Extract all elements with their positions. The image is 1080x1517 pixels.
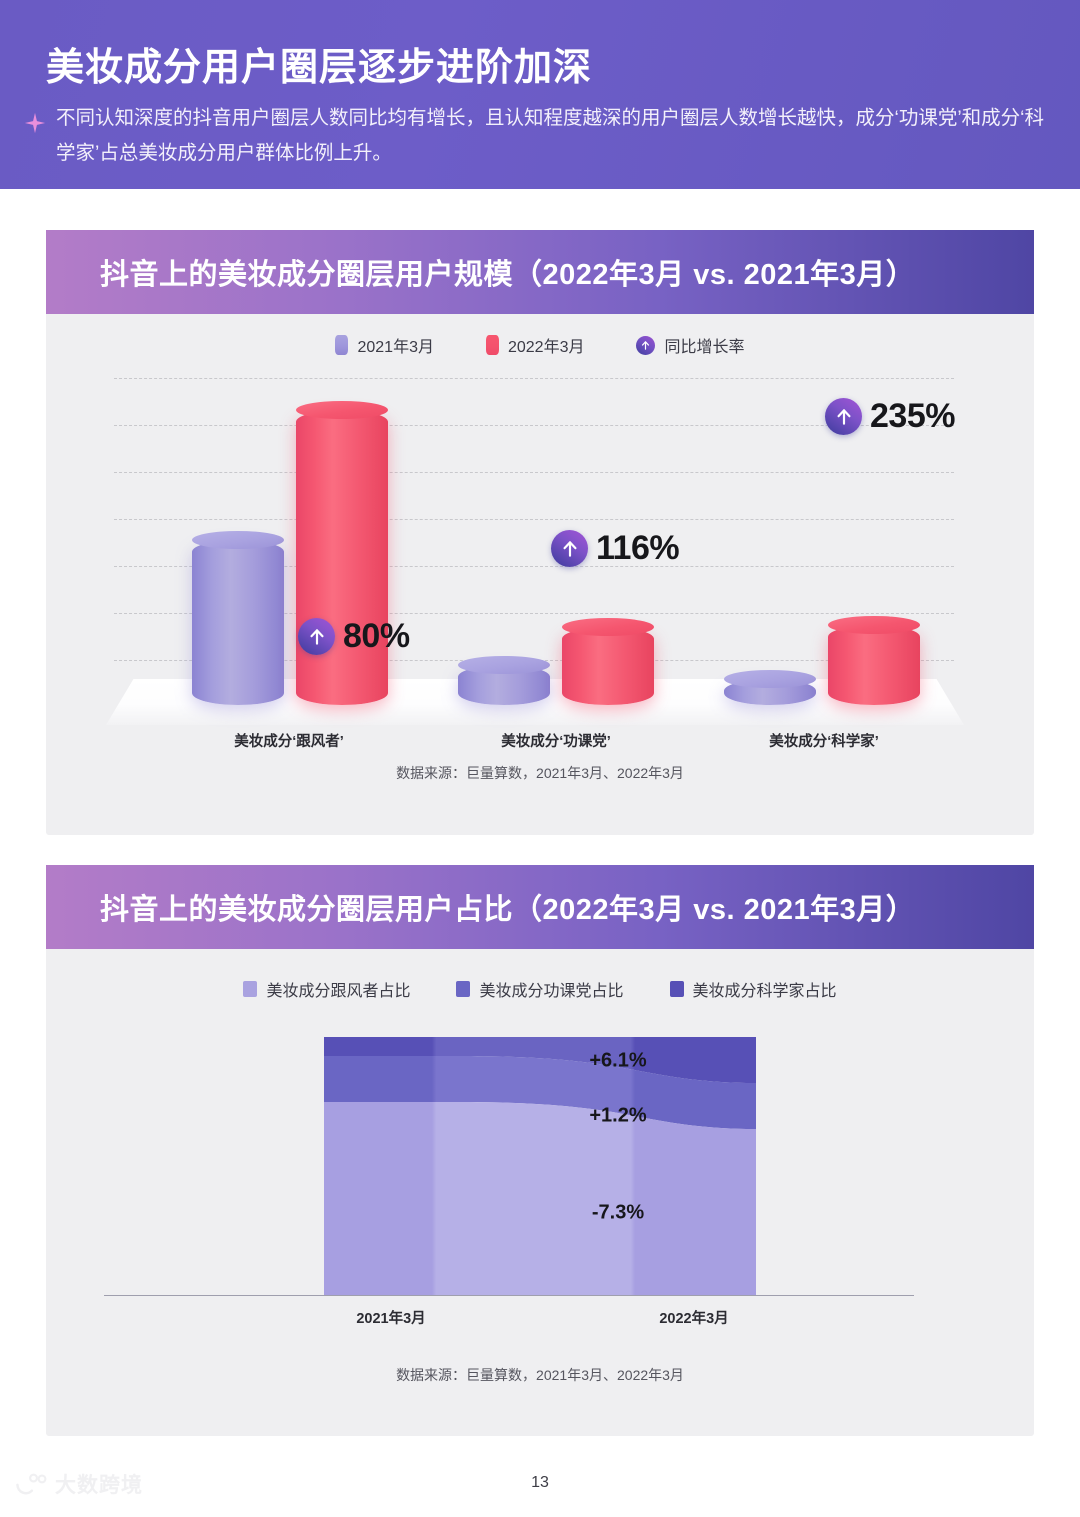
card2-data-source: 数据来源：巨量算数，2021年3月、2022年3月 xyxy=(396,1367,684,1383)
card1-header: 抖音上的美妆成分圈层用户规模（2022年3月 vs. 2021年3月） xyxy=(46,230,1034,314)
legend-item-2022[interactable]: 2022年3月 xyxy=(485,333,585,357)
growth-value: 235% xyxy=(870,397,955,435)
card1-data-source: 数据来源：巨量算数，2021年3月、2022年3月 xyxy=(396,765,684,781)
sparkle-icon xyxy=(24,112,46,134)
legend-item-2021[interactable]: 2021年3月 xyxy=(335,333,434,357)
growth-annotation-homework: 116% xyxy=(551,529,680,568)
page-number: 13 xyxy=(531,1474,549,1491)
legend-label: 同比增长率 xyxy=(664,339,745,356)
gridline xyxy=(114,519,954,520)
delta-label-follower: -7.3% xyxy=(591,1201,645,1224)
square-dark-purple-icon xyxy=(669,981,684,997)
x-label-2022: 2022年3月 xyxy=(659,1311,729,1327)
brand-logo-icon xyxy=(14,1473,48,1495)
area-chart-axis xyxy=(104,1295,914,1296)
delta-label-scientist: +6.1% xyxy=(589,1049,647,1072)
page-title: 美妆成分用户圈层逐步进阶加深 xyxy=(46,47,593,89)
banner-subtitle: 不同认知深度的抖音用户圈层人数同比均有增长，且认知程度越深的用户圈层人数增长越快… xyxy=(56,107,1044,164)
legend-item-follower-share[interactable]: 美妆成分跟风者占比 xyxy=(243,977,410,1001)
chart-card-user-scale: 抖音上的美妆成分圈层用户规模（2022年3月 vs. 2021年3月） 2021… xyxy=(46,230,1034,835)
x-label-homework: 美妆成分‘功课党’ xyxy=(501,734,611,750)
growth-value: 116% xyxy=(596,529,680,567)
chart-card-user-share: 抖音上的美妆成分圈层用户占比（2022年3月 vs. 2021年3月） 美妆成分… xyxy=(46,865,1034,1436)
gridline xyxy=(114,378,954,379)
legend-item-scientist-share[interactable]: 美妆成分科学家占比 xyxy=(669,977,837,1001)
x-label-2021: 2021年3月 xyxy=(356,1311,426,1327)
area-band-homework[interactable] xyxy=(324,1056,756,1129)
area-chart-svg xyxy=(324,1037,756,1295)
legend-label: 美妆成分科学家占比 xyxy=(692,983,837,1000)
card2-legend: 美妆成分跟风者占比 美妆成分功课党占比 美妆成分科学家占比 xyxy=(46,977,1034,1001)
gridline xyxy=(114,566,954,567)
arrow-up-circle-icon xyxy=(298,618,335,655)
bar-2022-follower[interactable] xyxy=(296,401,388,705)
growth-annotation-scientist: 235% xyxy=(825,397,955,436)
x-label-follower: 美妆成分‘跟风者’ xyxy=(234,734,344,750)
card2-title: 抖音上的美妆成分圈层用户占比（2022年3月 vs. 2021年3月） xyxy=(100,894,916,926)
area-band-scientist[interactable] xyxy=(324,1037,756,1083)
watermark-text: 大数跨境 xyxy=(55,1474,143,1497)
square-mid-purple-icon xyxy=(456,981,471,997)
growth-value: 80% xyxy=(343,617,410,655)
growth-annotation-follower: 80% xyxy=(298,617,410,656)
gridline xyxy=(114,613,954,614)
bar-2021-scientist[interactable] xyxy=(724,670,816,705)
legend-label: 美妆成分功课党占比 xyxy=(479,983,624,1000)
card1-title: 抖音上的美妆成分圈层用户规模（2022年3月 vs. 2021年3月） xyxy=(100,259,916,291)
square-light-purple-icon xyxy=(243,981,258,997)
card2-header: 抖音上的美妆成分圈层用户占比（2022年3月 vs. 2021年3月） xyxy=(46,865,1034,949)
legend-label: 美妆成分跟风者占比 xyxy=(266,983,411,1000)
card1-legend: 2021年3月 2022年3月 同比增长率 xyxy=(46,333,1034,357)
legend-label: 2022年3月 xyxy=(507,339,585,356)
cylinder-purple-icon xyxy=(335,335,349,355)
gridline xyxy=(114,425,954,426)
legend-item-growth-rate[interactable]: 同比增长率 xyxy=(636,333,745,357)
bar-2021-homework[interactable] xyxy=(458,656,550,705)
watermark: 大数跨境 xyxy=(14,1469,143,1499)
x-label-scientist: 美妆成分‘科学家’ xyxy=(769,734,879,750)
arrow-up-circle-icon xyxy=(825,398,862,435)
legend-item-homework-share[interactable]: 美妆成分功课党占比 xyxy=(456,977,624,1001)
delta-label-homework: +1.2% xyxy=(589,1104,647,1127)
page-banner: 美妆成分用户圈层逐步进阶加深 不同认知深度的抖音用户圈层人数同比均有增长，且认知… xyxy=(0,0,1080,189)
arrow-up-circle-icon xyxy=(551,530,588,567)
cylinder-red-icon xyxy=(485,335,499,355)
area-band-follower[interactable] xyxy=(324,1102,756,1295)
bar-2021-follower[interactable] xyxy=(192,531,284,705)
legend-label: 2021年3月 xyxy=(357,339,434,356)
area-chart-plot: +6.1% +1.2% -7.3% 2021年3月 2022年3月 xyxy=(46,1023,1034,1353)
bar-chart-plot: 80% 116% 235% 美妆成分‘跟风者’ 美妆成分‘功课党’ 美妆成分‘科… xyxy=(46,378,1034,750)
gridline xyxy=(114,472,954,473)
page-body: 抖音上的美妆成分圈层用户规模（2022年3月 vs. 2021年3月） 2021… xyxy=(0,189,1080,1517)
bar-2022-scientist[interactable] xyxy=(828,616,920,705)
bar-chart-x-labels: 美妆成分‘跟风者’ 美妆成分‘功课党’ 美妆成分‘科学家’ xyxy=(114,730,954,754)
arrow-up-circle-icon xyxy=(636,335,656,355)
bar-2022-homework[interactable] xyxy=(562,618,654,705)
